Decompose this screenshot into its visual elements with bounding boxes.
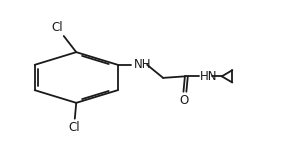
Text: Cl: Cl [68, 121, 80, 134]
Text: HN: HN [200, 70, 218, 83]
Text: NH: NH [134, 58, 151, 71]
Text: Cl: Cl [52, 21, 63, 34]
Text: O: O [180, 94, 189, 107]
